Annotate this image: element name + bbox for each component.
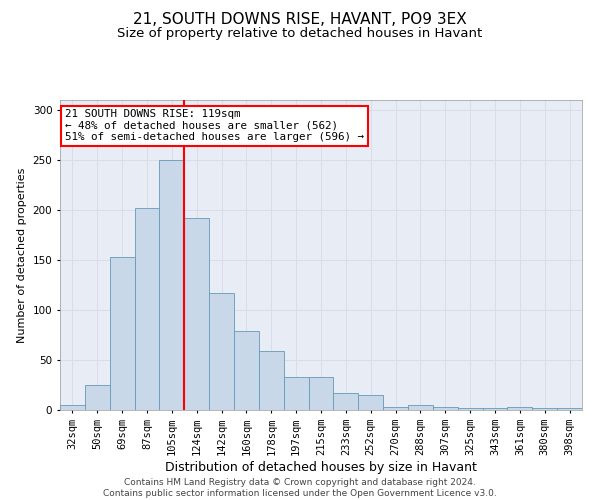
Text: Size of property relative to detached houses in Havant: Size of property relative to detached ho… [118, 28, 482, 40]
Bar [85, 385, 110, 410]
Bar [184, 218, 209, 410]
Bar [458, 408, 482, 410]
Bar [482, 408, 508, 410]
Bar [334, 393, 358, 410]
Bar [508, 407, 532, 410]
Bar [383, 407, 408, 410]
Text: 21, SOUTH DOWNS RISE, HAVANT, PO9 3EX: 21, SOUTH DOWNS RISE, HAVANT, PO9 3EX [133, 12, 467, 28]
Bar [358, 395, 383, 410]
Bar [134, 208, 160, 410]
Bar [234, 331, 259, 410]
Bar [557, 408, 582, 410]
Bar [308, 377, 334, 410]
Y-axis label: Number of detached properties: Number of detached properties [17, 168, 27, 342]
Text: Contains HM Land Registry data © Crown copyright and database right 2024.
Contai: Contains HM Land Registry data © Crown c… [103, 478, 497, 498]
Bar [259, 351, 284, 410]
Bar [60, 405, 85, 410]
Bar [532, 408, 557, 410]
Bar [284, 377, 308, 410]
X-axis label: Distribution of detached houses by size in Havant: Distribution of detached houses by size … [165, 460, 477, 473]
Text: 21 SOUTH DOWNS RISE: 119sqm
← 48% of detached houses are smaller (562)
51% of se: 21 SOUTH DOWNS RISE: 119sqm ← 48% of det… [65, 110, 364, 142]
Bar [408, 405, 433, 410]
Bar [209, 293, 234, 410]
Bar [110, 257, 134, 410]
Bar [433, 407, 458, 410]
Bar [160, 160, 184, 410]
